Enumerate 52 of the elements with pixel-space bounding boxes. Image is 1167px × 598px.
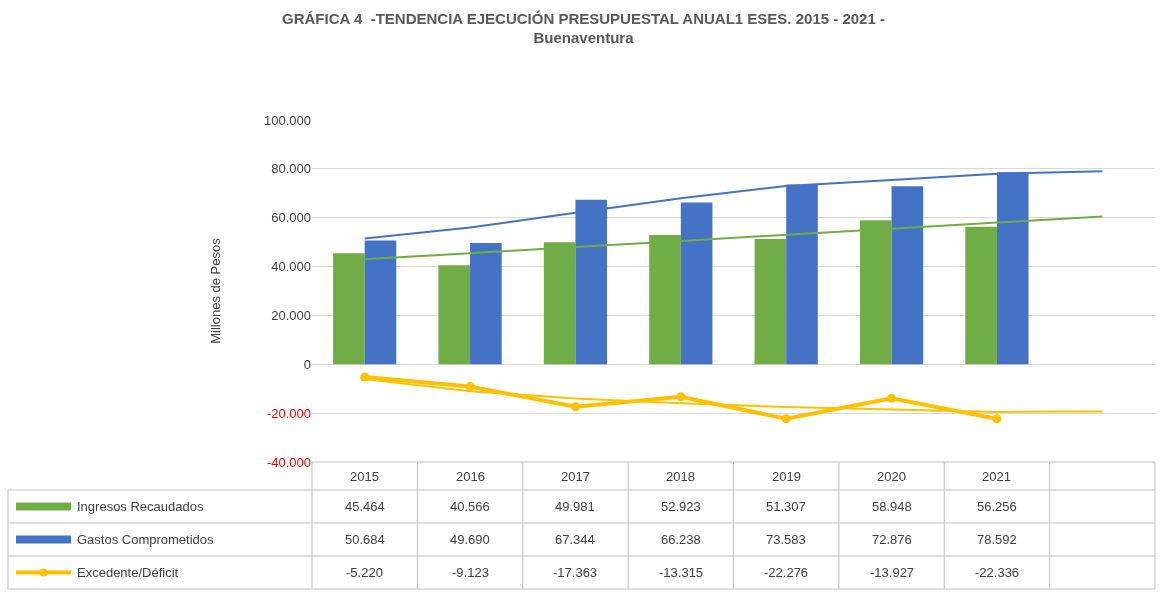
bar [891, 186, 924, 365]
y-tick-label: 60.000 [271, 210, 311, 226]
y-tick-label: 80.000 [271, 161, 311, 177]
data-label: 73.583 [766, 532, 806, 547]
x-tick-label: 2017 [561, 469, 590, 484]
data-label: -5.220 [346, 565, 383, 580]
data-label: -9.123 [452, 565, 489, 580]
bar [438, 265, 471, 365]
data-label: 49.690 [450, 532, 490, 547]
x-tick-label: 2016 [456, 469, 485, 484]
legend-label: Ingresos Recaudados [77, 499, 204, 514]
y-tick-label: 40.000 [271, 259, 311, 275]
bar [965, 226, 997, 365]
data-label: 50.684 [345, 532, 385, 547]
point [887, 393, 897, 403]
data-label: -13.315 [659, 565, 704, 580]
point [781, 414, 791, 424]
y-tick-label: 20.000 [271, 307, 311, 323]
x-tick-label: 2018 [666, 469, 695, 484]
data-label: -13.927 [870, 565, 915, 580]
point [570, 402, 580, 412]
point [676, 392, 686, 402]
point [465, 382, 475, 392]
data-label: 78.592 [977, 532, 1017, 547]
y-axis-title: Millones de Pesos [207, 237, 223, 344]
data-label: 49.981 [555, 499, 595, 514]
data-label: -22.336 [975, 565, 1020, 580]
x-tick-label: 2020 [877, 469, 906, 484]
y-tick-label: -40.000 [266, 454, 311, 470]
data-label: 58.948 [872, 499, 912, 514]
x-tick-label: 2015 [350, 469, 379, 484]
data-label: 72.876 [872, 532, 912, 547]
legend-label: Excedente/Déficit [77, 565, 179, 580]
legend-label: Gastos Comprometidos [77, 532, 215, 547]
data-label: 51.307 [766, 499, 806, 514]
data-label: -17.363 [553, 565, 598, 580]
y-tick-label: 100.000 [264, 112, 311, 128]
x-tick-label: 2021 [982, 469, 1011, 484]
data-label: 56.256 [977, 499, 1017, 514]
x-tick-label: 2019 [772, 469, 801, 484]
y-tick-label: -20.000 [266, 405, 311, 421]
chart-title: GRÁFICA 4 -TENDENCIA EJECUCIÓN PRESUPUESTAL ANUAL1 ESES. 2015 - 2021 - Buenaventura [282, 9, 885, 47]
data-label: 40.566 [450, 499, 490, 514]
data-label: 45.464 [345, 499, 385, 514]
point [992, 414, 1002, 424]
data-label: 67.344 [555, 532, 595, 547]
data-label: -22.276 [764, 565, 809, 580]
data-label: 66.238 [661, 532, 701, 547]
y-tick-label: 0 [303, 356, 311, 372]
data-label: 52.923 [661, 499, 701, 514]
bar [680, 202, 713, 365]
bar [470, 242, 502, 365]
